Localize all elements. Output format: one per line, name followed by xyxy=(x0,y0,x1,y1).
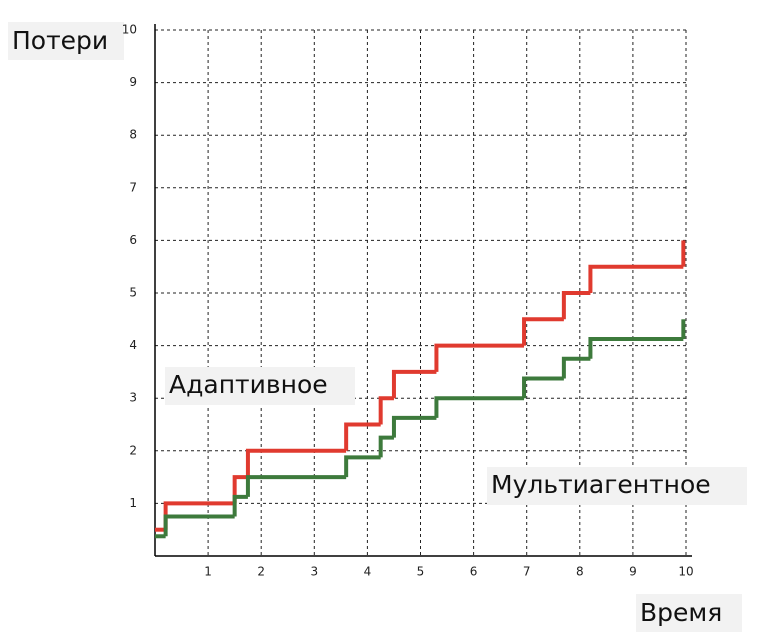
legend-label: Мультиагентное xyxy=(491,470,711,499)
y-label-bg xyxy=(8,22,124,60)
y-tick-label: 5 xyxy=(129,286,137,300)
y-axis-label: Потери xyxy=(12,26,108,55)
y-tick-label: 1 xyxy=(129,496,137,510)
step-segment xyxy=(434,343,525,372)
step-segment xyxy=(232,494,248,517)
step-segment xyxy=(245,448,347,478)
x-tick-label: 10 xyxy=(678,565,693,579)
legend-bg xyxy=(487,467,747,505)
x-tick-label: 4 xyxy=(364,565,372,579)
y-tick-label: 4 xyxy=(129,338,137,352)
x-tick-label: 2 xyxy=(257,565,265,579)
x-tick-label: 8 xyxy=(576,565,584,579)
legend-bg xyxy=(165,367,355,405)
step-segment xyxy=(245,475,347,497)
step-segment xyxy=(344,455,381,478)
legend-label: Адаптивное xyxy=(169,370,328,399)
x-tick-label: 9 xyxy=(629,565,637,579)
step-segment xyxy=(588,337,684,359)
y-tick-label: 9 xyxy=(129,75,137,89)
step-segment xyxy=(378,435,394,458)
y-tick-label: 3 xyxy=(129,391,137,405)
step-segment xyxy=(522,376,564,399)
step-segment xyxy=(522,317,564,346)
y-tick-label: 7 xyxy=(129,180,137,194)
step-segment xyxy=(163,514,235,537)
x-label-bg xyxy=(636,594,742,632)
y-tick-label: 8 xyxy=(129,128,137,142)
step-segment xyxy=(391,415,437,438)
step-segment xyxy=(561,356,591,379)
y-tick-label: 10 xyxy=(122,23,137,37)
x-tick-label: 7 xyxy=(523,565,531,579)
x-tick-label: 1 xyxy=(204,565,212,579)
step-segment xyxy=(561,291,591,320)
step-segment xyxy=(232,475,248,504)
step-segment xyxy=(378,396,394,425)
step-segment xyxy=(588,264,684,293)
y-tick-label: 6 xyxy=(129,233,137,247)
y-tick-label: 2 xyxy=(129,443,137,457)
step-segment xyxy=(434,396,525,418)
x-tick-label: 6 xyxy=(470,565,478,579)
step-segment xyxy=(344,422,381,451)
x-tick-label: 3 xyxy=(310,565,318,579)
step-segment xyxy=(391,369,437,399)
x-tick-label: 5 xyxy=(417,565,425,579)
x-axis-label: Время xyxy=(640,598,722,627)
